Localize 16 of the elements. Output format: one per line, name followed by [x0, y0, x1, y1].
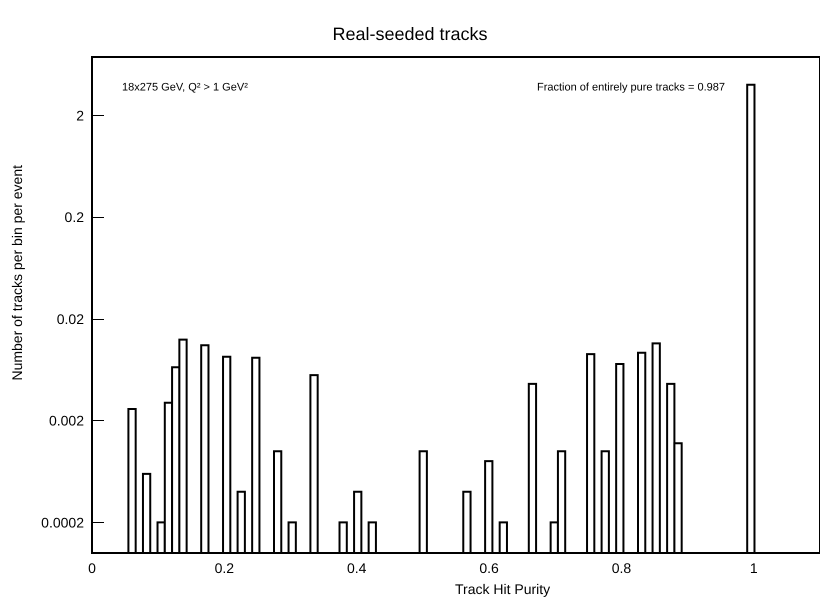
annotation: Fraction of entirely pure tracks = 0.987: [536, 82, 726, 94]
annotation: 18x275 GeV, Q² > 1 GeV²: [122, 82, 248, 94]
x-tick-label: 0.6: [479, 560, 500, 576]
y-tick-label: 0.0002: [41, 514, 84, 530]
x-tick-label: 0.2: [214, 560, 234, 576]
chart-title: Real-seeded tracks: [332, 24, 488, 44]
y-tick-label: 0.2: [64, 209, 84, 226]
y-tick-label: 2: [76, 107, 84, 124]
x-tick-label: 0.8: [612, 560, 632, 576]
x-tick-label: 0: [88, 560, 96, 576]
x-axis-title: Track Hit Purity: [455, 581, 550, 597]
y-tick-label: 0.02: [56, 310, 84, 327]
y-axis-title: Number of tracks per bin per event: [9, 164, 25, 381]
x-tick-label: 0.4: [346, 560, 367, 576]
y-tick-label: 0.002: [48, 412, 84, 429]
x-tick-label: 1: [750, 560, 758, 576]
